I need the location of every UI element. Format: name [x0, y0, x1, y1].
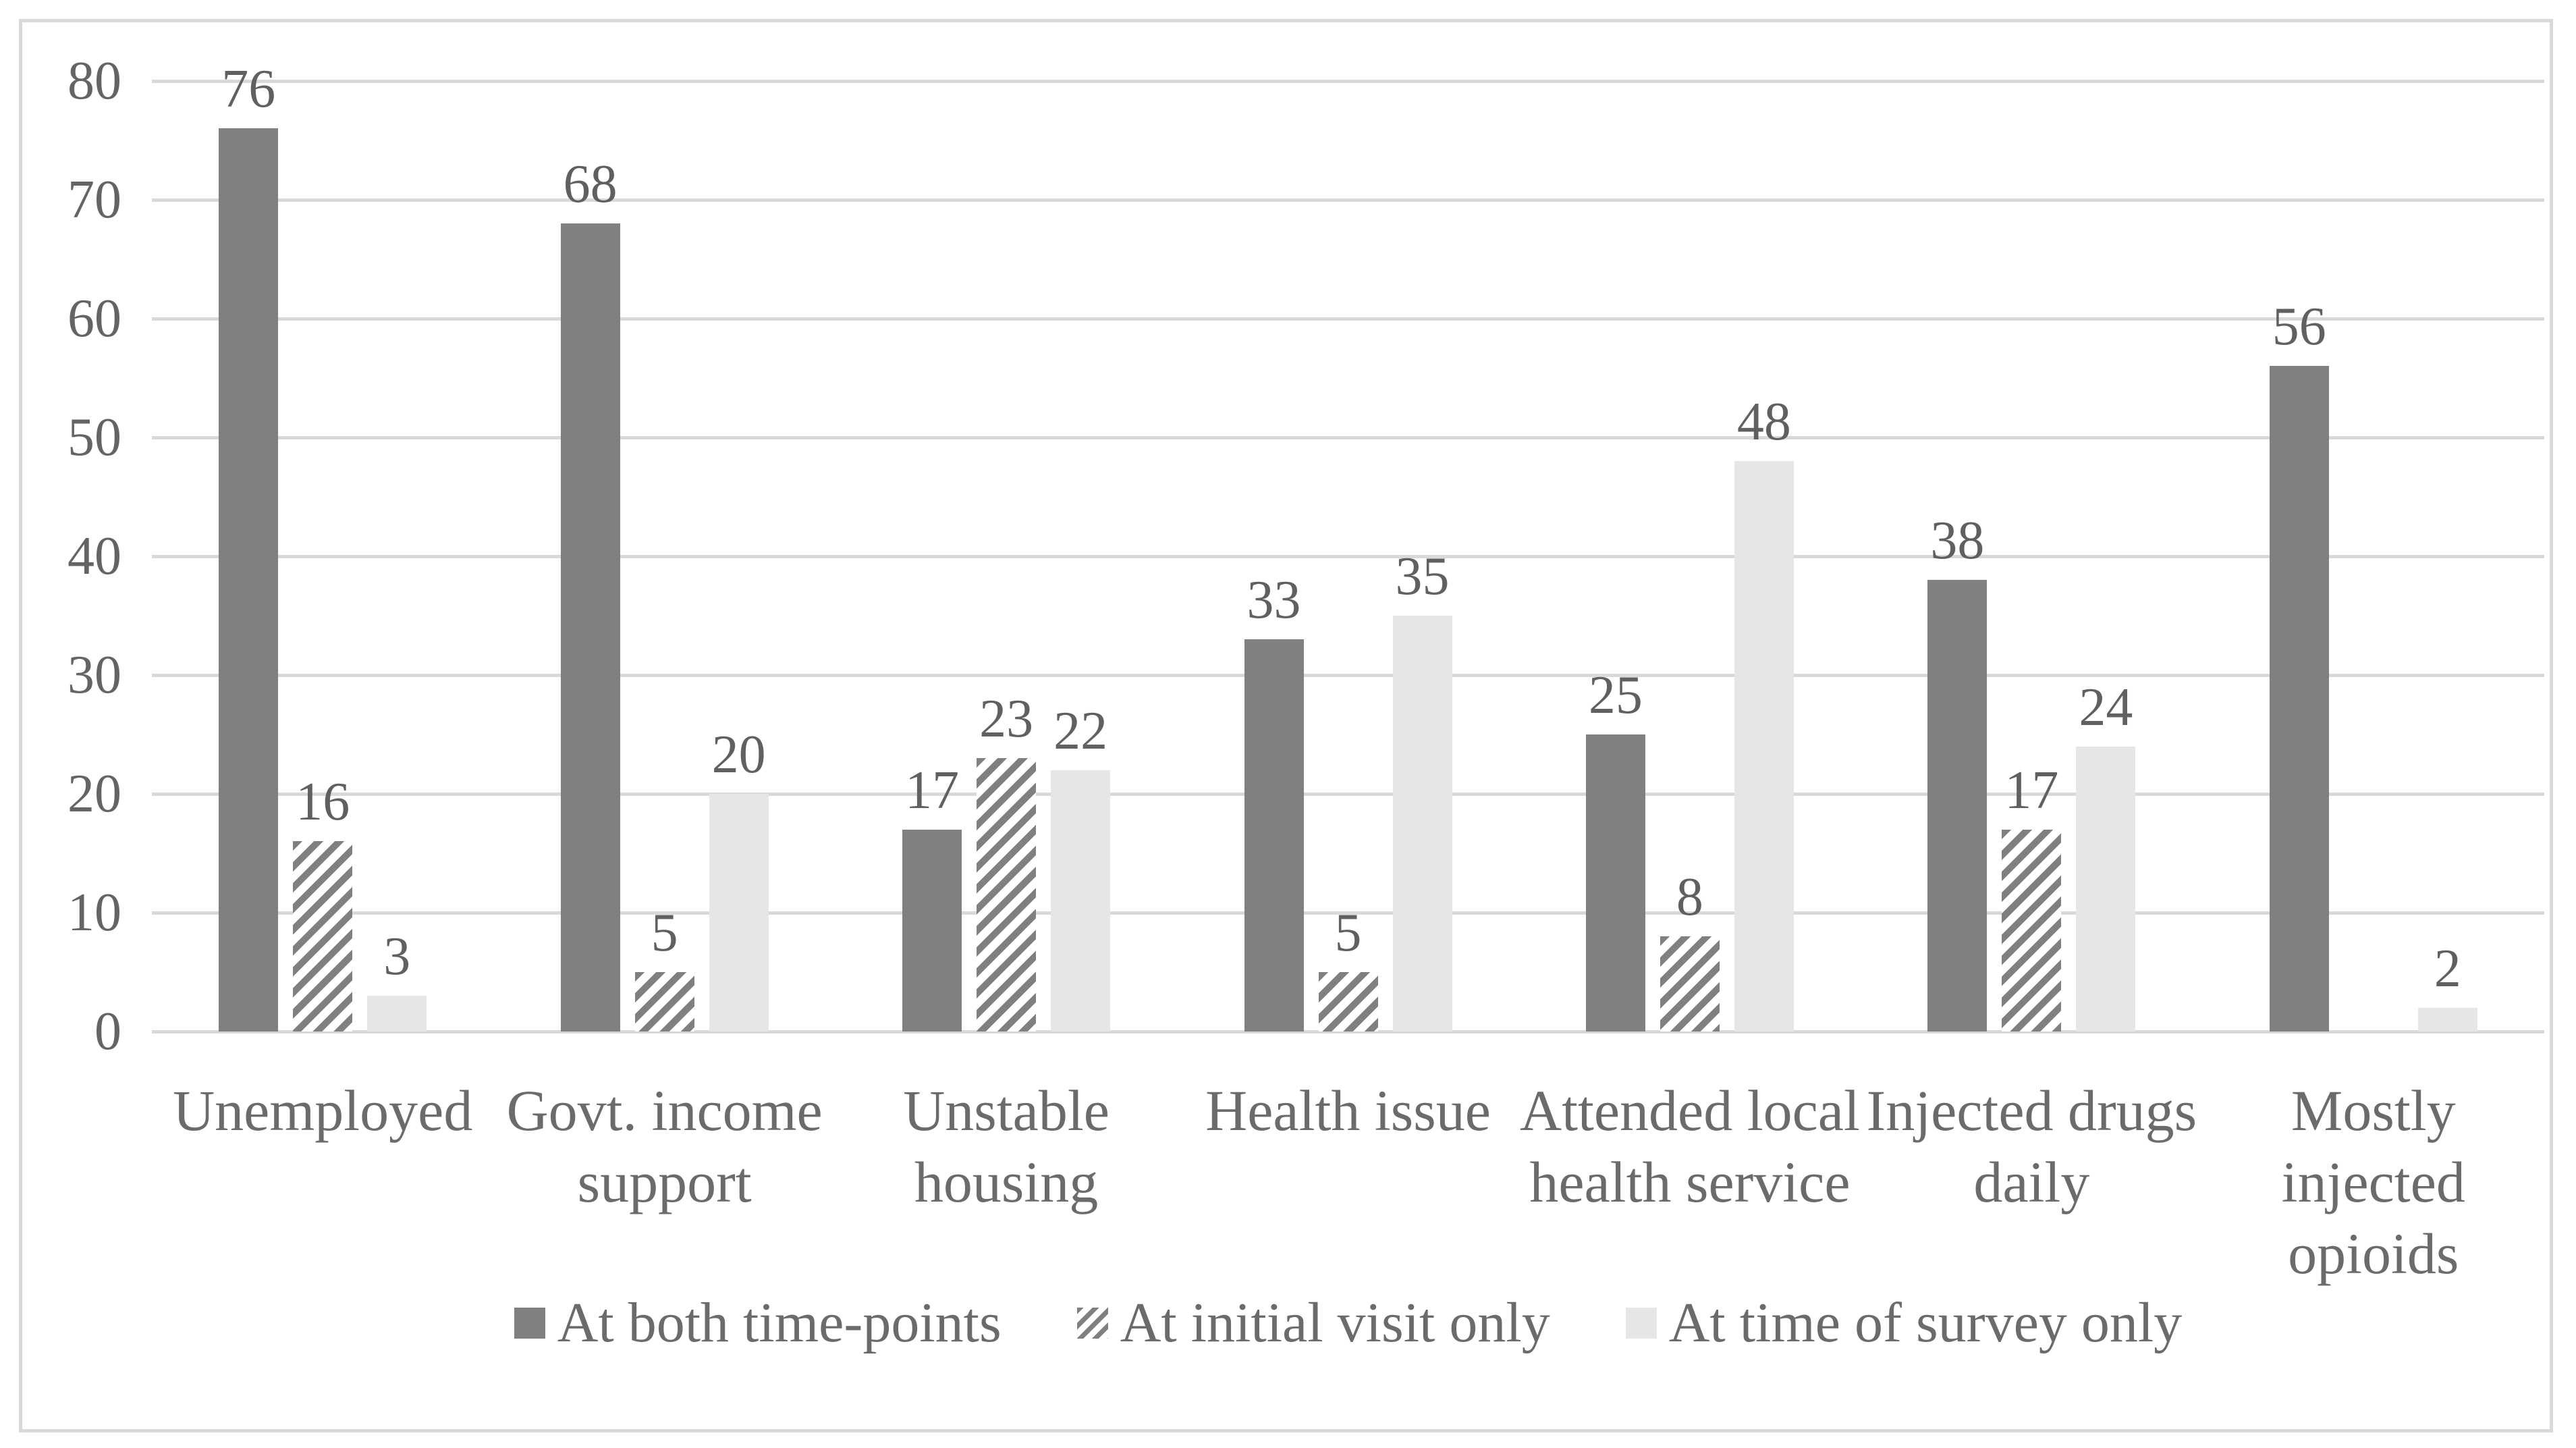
bar-at-initial-visit-only [1660, 936, 1720, 1031]
y-tick-label: 10 [67, 883, 121, 942]
y-tick-label: 0 [94, 1002, 121, 1061]
gridline [152, 911, 2544, 915]
legend-swatch-solid-dark [514, 1308, 545, 1339]
bar-value-label: 20 [711, 725, 766, 784]
gridline [152, 317, 2544, 321]
bar-value-label: 35 [1395, 547, 1450, 606]
bar-value-label: 76 [221, 59, 276, 119]
legend-item: At initial visit only [1076, 1289, 1550, 1357]
bar-value-label: 5 [1334, 903, 1362, 963]
bar-value-label: 16 [296, 772, 350, 832]
bar-value-label: 25 [1588, 666, 1643, 725]
bar-at-both-time-points [1927, 580, 1988, 1031]
category-label-line: daily [1973, 1150, 2090, 1214]
bar-at-both-time-points [1244, 639, 1304, 1031]
gridline [152, 793, 2544, 796]
bar-value-label: 17 [905, 760, 960, 820]
gridline [152, 198, 2544, 202]
category-label-line: Unstable [903, 1078, 1109, 1143]
category-label-line: opioids [2288, 1221, 2459, 1286]
bar-value-label: 56 [2272, 297, 2326, 357]
category-label-line: Injected drugs [1866, 1078, 2197, 1143]
bar-value-label: 5 [651, 903, 678, 963]
category-label-line: Govt. income [506, 1078, 823, 1143]
category-label: Health issue [1132, 1075, 1564, 1146]
bar-at-time-of-survey-only [1051, 770, 1111, 1031]
category-label-line: housing [914, 1150, 1099, 1214]
bar-at-both-time-points [902, 829, 962, 1031]
category-label: Unemployed [107, 1075, 539, 1146]
bar-at-both-time-points [560, 223, 620, 1031]
legend-swatch-hatched [1076, 1308, 1108, 1339]
bar-value-label: 38 [1930, 511, 1985, 571]
legend-item-label: At both time-points [557, 1291, 1002, 1354]
bar-value-label: 33 [1246, 570, 1301, 631]
bar-value-label: 24 [2079, 677, 2133, 737]
bar-value-label: 2 [2434, 938, 2461, 998]
category-label: Mostly injected opioids [2158, 1075, 2576, 1289]
y-tick-label: 20 [67, 764, 121, 824]
legend: At both time-points At initial visit only… [152, 1286, 2544, 1360]
gridline [152, 1030, 2544, 1034]
category-label-line: Health issue [1205, 1078, 1491, 1143]
bar-value-label: 68 [563, 155, 618, 215]
legend-swatch-solid-light [1625, 1308, 1657, 1339]
bar-at-initial-visit-only [977, 758, 1037, 1031]
bar-at-initial-visit-only [1318, 972, 1378, 1031]
bar-at-time-of-survey-only [1734, 461, 1794, 1031]
y-tick-label: 40 [67, 527, 121, 586]
category-label: Unstable housing [790, 1075, 1222, 1218]
legend-item: At time of survey only [1625, 1289, 2183, 1357]
category-label-line: Unemployed [173, 1078, 473, 1143]
y-tick-label: 60 [67, 289, 121, 348]
legend-item-label: At initial visit only [1120, 1291, 1550, 1354]
chart-border [19, 19, 2553, 1432]
bar-value-label: 17 [2004, 760, 2059, 820]
legend-item: At both time-points [514, 1289, 1002, 1357]
bar-at-initial-visit-only [634, 972, 694, 1031]
y-tick-label: 70 [67, 170, 121, 230]
category-label-line: health service [1529, 1150, 1851, 1214]
bar-value-label: 48 [1736, 392, 1791, 452]
bar-at-initial-visit-only [293, 841, 353, 1031]
category-label-line: Mostly [2291, 1078, 2456, 1143]
bar-at-initial-visit-only [2002, 829, 2062, 1031]
bar-value-label: 23 [979, 689, 1034, 749]
category-label-line: Attended local [1519, 1078, 1860, 1143]
bar-at-both-time-points [2269, 366, 2329, 1031]
gridline [152, 80, 2544, 83]
bar-at-time-of-survey-only [1392, 616, 1452, 1031]
bar-value-label: 8 [1676, 867, 1703, 928]
legend-item-label: At time of survey only [1668, 1291, 2183, 1354]
y-tick-label: 80 [67, 51, 121, 111]
category-label: Attended local health service [1474, 1075, 1906, 1218]
bar-at-time-of-survey-only [709, 794, 769, 1031]
category-label-line: injected [2281, 1150, 2465, 1214]
y-tick-label: 30 [67, 645, 121, 705]
y-tick-label: 50 [67, 408, 121, 467]
category-label: Govt. income support [449, 1075, 881, 1218]
bar-at-time-of-survey-only [2076, 746, 2136, 1031]
bar-at-both-time-points [1585, 734, 1645, 1031]
category-label-line: support [577, 1150, 752, 1214]
bar-value-label: 3 [383, 927, 411, 987]
gridline [152, 555, 2544, 558]
bar-at-time-of-survey-only [367, 996, 427, 1031]
category-label: Injected drugs daily [1815, 1075, 2247, 1218]
bar-at-time-of-survey-only [2417, 1007, 2477, 1031]
gridline [152, 674, 2544, 677]
gridline [152, 436, 2544, 439]
bar-at-both-time-points [219, 128, 279, 1031]
bar-value-label: 22 [1053, 701, 1108, 761]
